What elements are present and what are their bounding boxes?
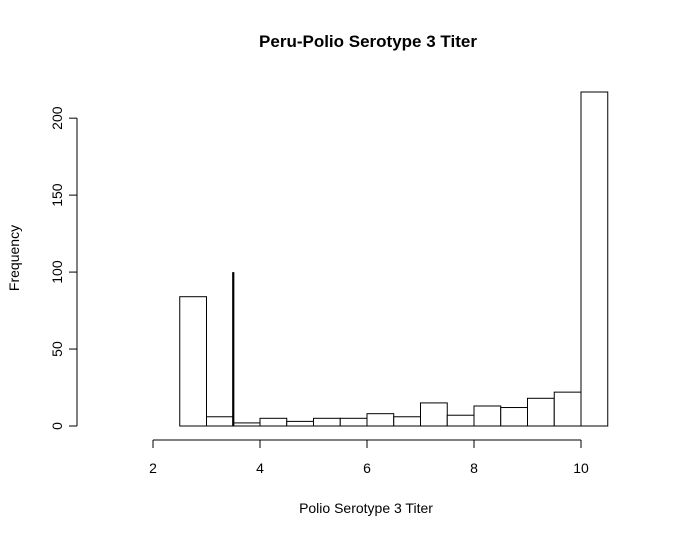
histogram-bar-10 <box>446 414 475 427</box>
histogram-bar-2 <box>232 422 261 427</box>
y-tick-label-0: 0 <box>49 422 65 430</box>
histogram-bar-15 <box>580 91 609 427</box>
histogram-bar-14 <box>553 391 582 427</box>
histogram-bar-11 <box>473 405 502 427</box>
y-tick-label-4: 200 <box>49 106 65 130</box>
histogram-bar-8 <box>393 416 421 427</box>
histogram-bar-13 <box>527 397 555 427</box>
histogram-bar-1 <box>206 416 234 427</box>
histogram-bar-6 <box>339 417 368 427</box>
histogram-bar-4 <box>286 420 314 427</box>
histogram-bar-12 <box>500 407 528 427</box>
histogram-bar-0 <box>179 296 207 427</box>
histogram-bar-5 <box>313 417 341 427</box>
y-axis: 0 50 100 150 200 <box>49 106 78 430</box>
x-tick-label-4: 10 <box>573 460 589 476</box>
x-tick-label-1: 4 <box>256 460 264 476</box>
x-axis-label: Polio Serotype 3 Titer <box>299 500 433 516</box>
histogram-bars <box>179 91 609 427</box>
x-axis: 2 4 6 8 10 <box>149 439 589 476</box>
x-tick-label-2: 6 <box>363 460 371 476</box>
histogram-bar-9 <box>420 402 448 427</box>
y-tick-label-1: 50 <box>49 341 65 357</box>
x-tick-label-3: 8 <box>470 460 478 476</box>
y-tick-label-3: 150 <box>49 183 65 207</box>
histogram-bar-3 <box>259 417 288 427</box>
y-axis-label: Frequency <box>6 225 22 291</box>
y-tick-label-2: 100 <box>49 260 65 284</box>
chart-title: Peru-Polio Serotype 3 Titer <box>259 32 477 51</box>
x-tick-label-0: 2 <box>149 460 157 476</box>
histogram-bar-7 <box>366 413 395 427</box>
